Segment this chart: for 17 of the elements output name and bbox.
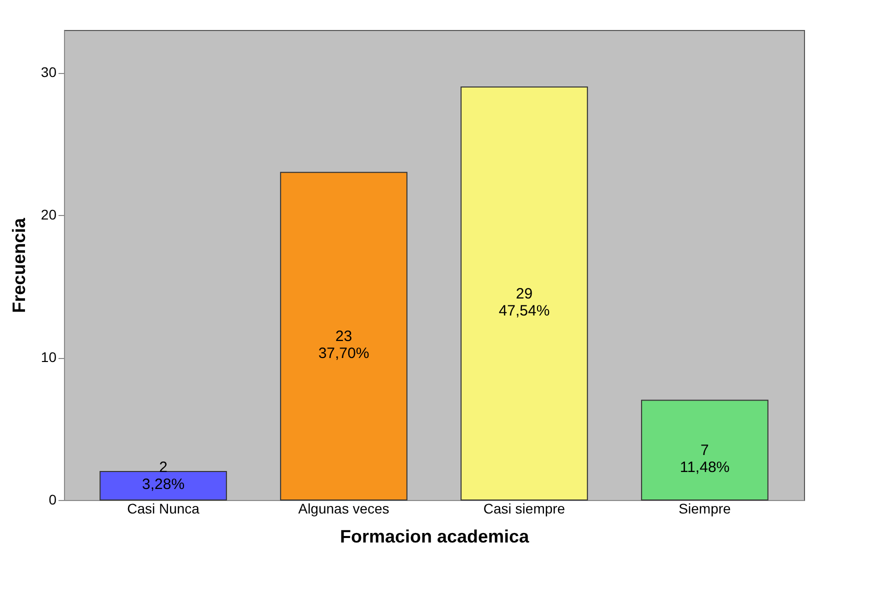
x-axis-title: Formacion academica bbox=[340, 526, 530, 546]
y-axis-title: Frecuencia bbox=[8, 216, 29, 314]
data-label: 7 11,48% bbox=[680, 442, 730, 476]
x-tick-label: Casi Nunca bbox=[127, 500, 200, 516]
x-tick-label: Algunas veces bbox=[298, 500, 390, 516]
y-tick-label: 30 bbox=[40, 64, 57, 80]
x-tick-label: Casi siempre bbox=[483, 500, 566, 516]
bar bbox=[641, 400, 768, 500]
data-label: 23 37,70% bbox=[318, 328, 370, 362]
y-tick-label: 20 bbox=[40, 206, 57, 223]
y-tick-label: 10 bbox=[40, 349, 57, 366]
y-tick-label: 0 bbox=[48, 492, 57, 508]
x-tick-label: Siempre bbox=[678, 500, 732, 516]
bar bbox=[460, 86, 588, 500]
data-label: 29 47,54% bbox=[498, 285, 550, 320]
bar bbox=[100, 471, 227, 500]
bar bbox=[280, 172, 408, 500]
